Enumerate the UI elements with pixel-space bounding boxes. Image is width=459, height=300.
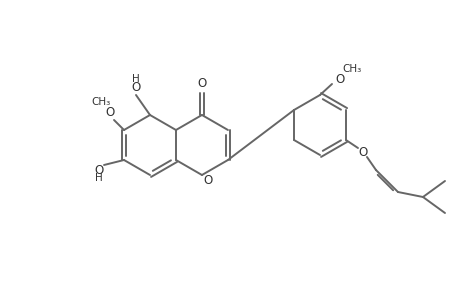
Text: CH₃: CH₃	[341, 64, 361, 74]
Text: O: O	[203, 175, 212, 188]
Text: H: H	[95, 173, 103, 183]
Text: O: O	[131, 80, 140, 94]
Text: O: O	[197, 77, 206, 90]
Text: O: O	[94, 164, 103, 176]
Text: O: O	[358, 146, 367, 158]
Text: CH₃: CH₃	[91, 97, 111, 107]
Text: O: O	[335, 73, 344, 85]
Text: O: O	[105, 106, 114, 118]
Text: H: H	[132, 74, 140, 84]
